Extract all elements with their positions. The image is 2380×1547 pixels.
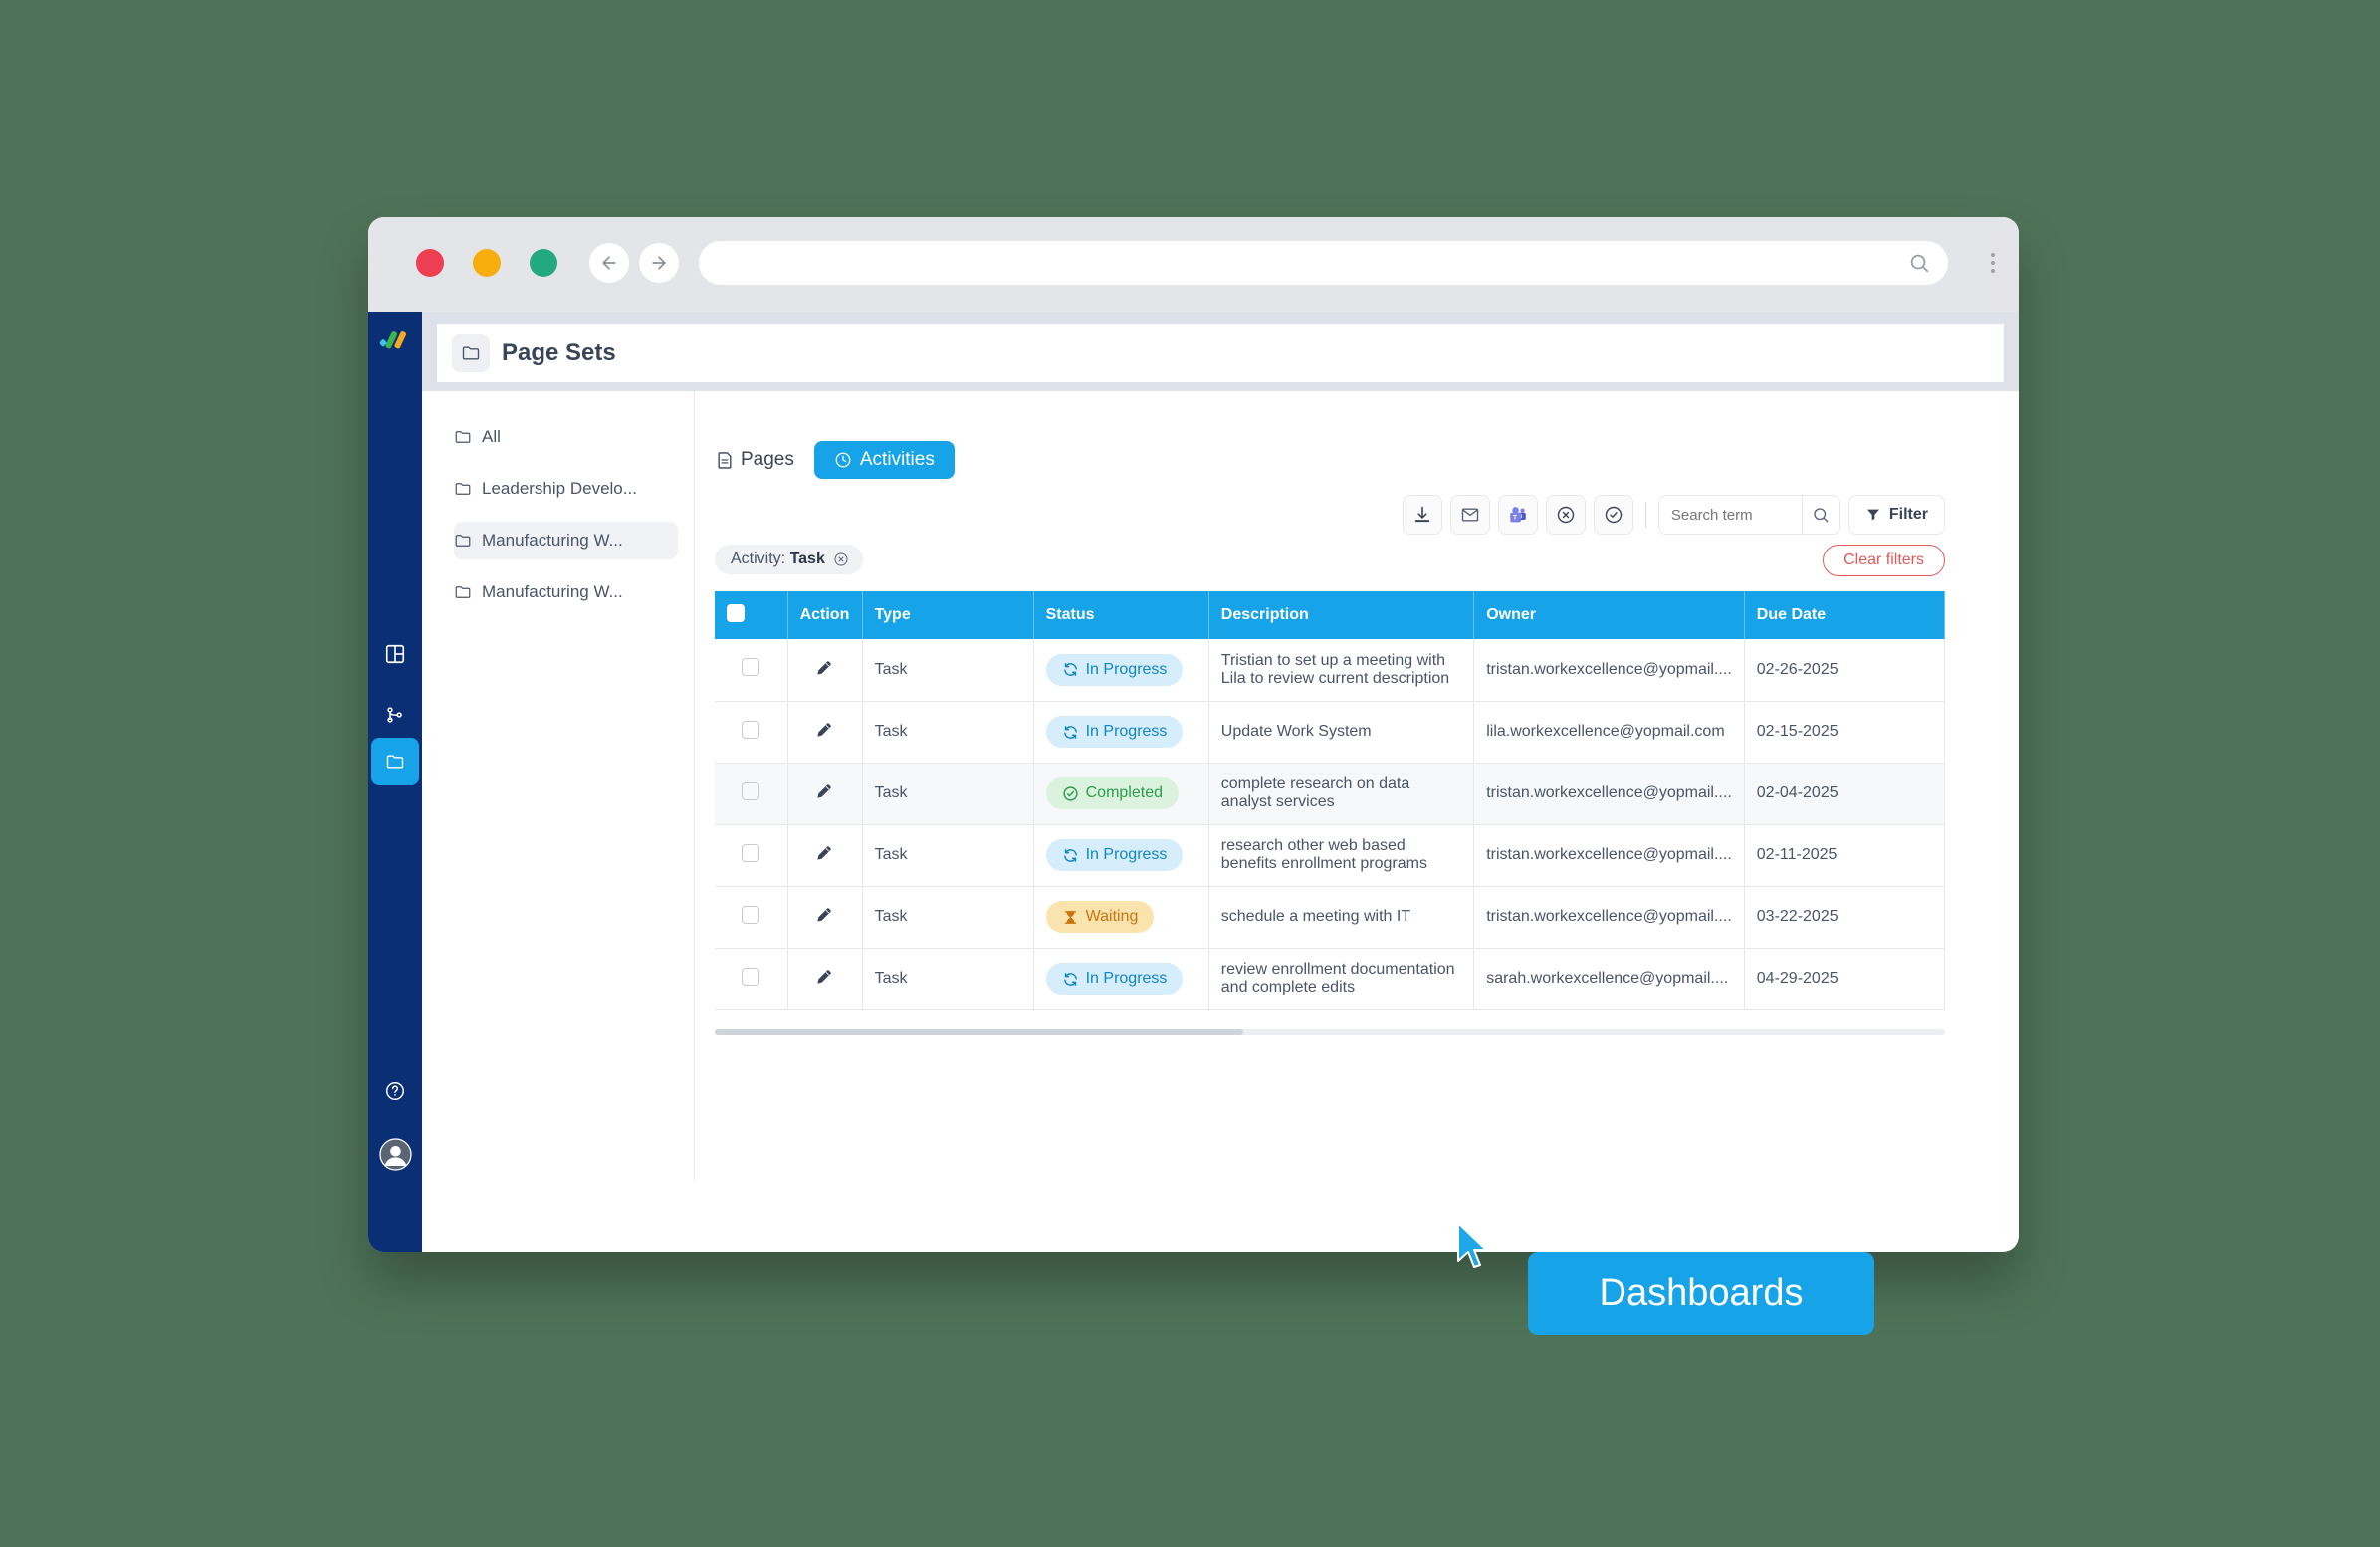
svg-text:T: T (1513, 515, 1517, 522)
